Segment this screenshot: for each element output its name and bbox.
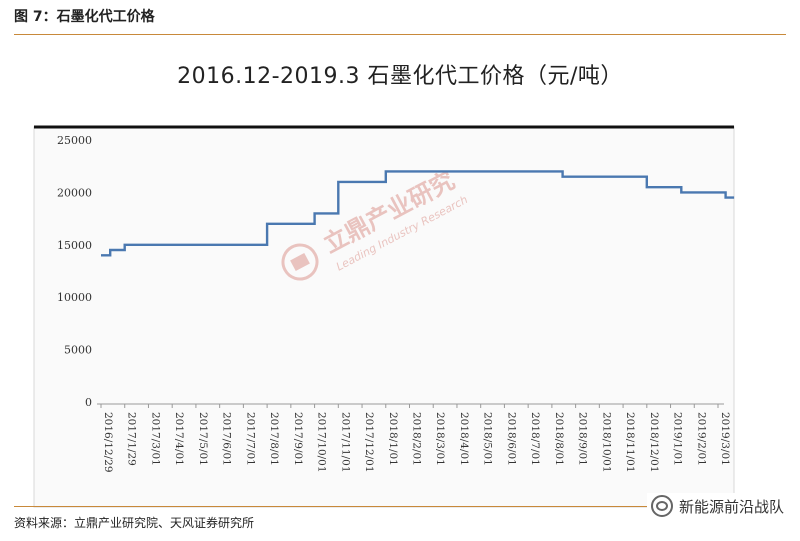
x-tick-label: 2017/1/29 — [126, 412, 138, 466]
figure-label: 图 7：石墨化代工价格 — [14, 9, 155, 25]
x-tick-label: 2017/9/01 — [292, 412, 304, 466]
series-line-0 — [101, 170, 735, 257]
x-axis: 2016/12/29 2017/1/29 2017/3/01 2017/4/01 201… — [97, 403, 731, 473]
x-tick-label: 2017/11/01 — [339, 412, 351, 473]
x-tick-label: 2019/3/01 — [719, 412, 731, 466]
x-tick-label: 2018/10/01 — [600, 412, 612, 473]
source-note: 资料来源：立鼎产业研究院、天风证券研究所 — [14, 516, 255, 530]
y-axis: 0 5000 10000 15000 20000 25000 — [57, 134, 92, 409]
series-layer — [101, 170, 735, 257]
y-tick-label: 5000 — [64, 344, 92, 357]
bottom-divider — [14, 506, 786, 507]
plot-frame — [33, 125, 735, 508]
brand-badge: 新能源前沿战队 — [646, 493, 788, 519]
x-tick-label: 2017/10/01 — [316, 412, 328, 473]
plot-area — [33, 126, 735, 508]
x-tick-label: 2018/6/01 — [505, 412, 517, 466]
x-tick-label: 2019/1/01 — [672, 412, 684, 466]
wechat-icon — [650, 495, 673, 517]
watermark-logo-ring — [281, 243, 319, 281]
x-tick-label: 2017/12/01 — [363, 412, 375, 473]
x-tick-label: 2018/7/01 — [529, 412, 541, 466]
x-tick-label: 2019/2/01 — [695, 412, 707, 466]
x-tick-label: 2018/8/01 — [553, 412, 565, 466]
y-tick-label: 15000 — [57, 239, 92, 252]
chart-title: 2016.12-2019.3 石墨化代工价格（元/吨） — [177, 64, 623, 89]
x-tick-label: 2018/12/01 — [648, 412, 660, 473]
brand-name: 新能源前沿战队 — [678, 497, 784, 516]
x-tick-label: 2018/11/01 — [624, 412, 636, 473]
top-divider — [14, 34, 786, 35]
x-tick-label: 2018/3/01 — [434, 412, 446, 466]
x-tick-label: 2017/6/01 — [221, 412, 233, 466]
y-tick-label: 10000 — [57, 291, 92, 304]
x-tick-label: 2017/3/01 — [149, 412, 161, 466]
y-tick-label: 20000 — [57, 186, 92, 199]
watermark-logo-mark — [290, 252, 310, 272]
x-tick-label: 2018/1/01 — [387, 412, 399, 466]
y-tick-label: 0 — [85, 396, 92, 409]
x-tick-label: 2016/12/29 — [102, 412, 114, 473]
x-tick-label: 2017/4/01 — [173, 412, 185, 466]
x-tick-label: 2018/2/01 — [411, 412, 423, 466]
x-tick-label: 2017/5/01 — [197, 412, 209, 466]
x-tick-label: 2018/5/01 — [482, 412, 494, 466]
x-tick-label: 2017/8/01 — [268, 412, 280, 466]
y-tick-label: 25000 — [57, 134, 92, 147]
x-tick-label: 2018/9/01 — [577, 412, 589, 466]
x-tick-label: 2017/7/01 — [244, 412, 256, 466]
x-tick-label: 2018/4/01 — [458, 412, 470, 466]
